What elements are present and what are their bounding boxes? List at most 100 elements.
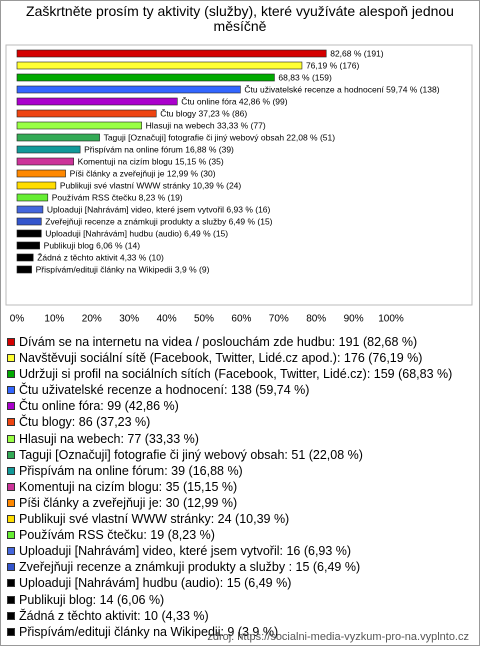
legend-label: Navštěvuji sociální sítě (Facebook, Twit…	[19, 351, 423, 366]
value-label: Publikuji své vlastní WWW stránky 10,39 …	[60, 180, 242, 190]
legend: Dívám se na internetu na videa / poslouc…	[7, 334, 467, 640]
legend-swatch	[7, 434, 15, 443]
legend-swatch	[7, 402, 15, 411]
legend-label: Žádná z těchto aktivit: 10 (4,33 %)	[19, 608, 209, 623]
value-label: Hlasuji na webech 33,33 % (77)	[146, 120, 266, 130]
legend-item: Čtu blogy: 86 (37,23 %)	[7, 414, 467, 430]
value-label: 76,19 % (176)	[306, 60, 360, 70]
legend-swatch	[7, 579, 15, 588]
x-tick-label: 0%	[10, 314, 25, 325]
legend-item: Udržuji si profil na sociálních sítích (…	[7, 366, 467, 382]
legend-label: Čtu blogy: 86 (37,23 %)	[19, 415, 151, 430]
bar	[16, 157, 74, 166]
bar	[16, 109, 157, 118]
legend-item: Zveřejňuji recenze a známkuji produkty a…	[7, 559, 467, 575]
bar	[16, 133, 100, 142]
value-label: Taguji [Označuji] fotografie či jiný web…	[104, 132, 336, 142]
value-label: Uploaduji [Nahrávám] video, které jsem v…	[47, 204, 271, 214]
x-tick-label: 40%	[157, 314, 177, 325]
legend-item: Přispívám na online fórum: 39 (16,88 %)	[7, 463, 467, 479]
legend-swatch	[7, 386, 15, 395]
value-label: Komentuji na cizím blogu 15,15 % (35)	[78, 156, 224, 166]
legend-swatch	[7, 515, 15, 524]
bar	[16, 85, 241, 94]
legend-label: Komentuji na cizím blogu: 35 (15,15 %)	[19, 479, 238, 494]
bar	[16, 169, 66, 178]
legend-item: Žádná z těchto aktivit: 10 (4,33 %)	[7, 608, 467, 624]
legend-item: Publikuji blog: 14 (6,06 %)	[7, 592, 467, 608]
legend-swatch	[7, 466, 15, 475]
legend-item: Taguji [Označuji] fotografie či jiný web…	[7, 447, 467, 463]
bar	[16, 229, 42, 238]
value-label: Čtu online fóra 42,86 % (99)	[181, 96, 287, 106]
legend-swatch	[7, 595, 15, 604]
legend-swatch	[7, 418, 15, 427]
legend-label: Hlasuji na webech: 77 (33,33 %)	[19, 431, 199, 446]
legend-label: Zveřejňuji recenze a známkuji produkty a…	[19, 560, 361, 575]
legend-swatch	[7, 354, 15, 363]
x-tick-label: 80%	[306, 314, 326, 325]
bar	[16, 265, 32, 274]
legend-swatch	[7, 482, 15, 491]
bar	[16, 73, 275, 82]
value-label: Uploaduji [Nahrávám] hudbu (audio) 6,49 …	[45, 228, 228, 238]
value-label: Píši články a zveřejňuji je 12,99 % (30)	[70, 168, 216, 178]
legend-swatch	[7, 627, 15, 636]
legend-label: Přispívám/edituji články na Wikipedii: 9…	[19, 624, 279, 639]
legend-label: Uploaduji [Nahrávám] hudbu (audio): 15 (…	[19, 576, 292, 591]
legend-swatch	[7, 531, 15, 540]
legend-item: Publikuji své vlastní WWW stránky: 24 (1…	[7, 511, 467, 527]
value-label: Publikuji blog 6,06 % (14)	[44, 240, 141, 250]
legend-swatch	[7, 450, 15, 459]
x-tick-label: 20%	[82, 314, 102, 325]
legend-item: Uploaduji [Nahrávám] hudbu (audio): 15 (…	[7, 575, 467, 591]
source: zdroj: https://socialni-media-vyzkum-pro…	[207, 631, 469, 643]
legend-item: Komentuji na cizím blogu: 35 (15,15 %)	[7, 479, 467, 495]
bar	[16, 61, 303, 70]
legend-item: Dívám se na internetu na videa / poslouc…	[7, 334, 467, 350]
bar	[16, 145, 81, 154]
x-tick-label: 90%	[344, 314, 364, 325]
legend-item: Hlasuji na webech: 77 (33,33 %)	[7, 431, 467, 447]
value-label: Čtu uživatelské recenze a hodnocení 59,7…	[244, 84, 439, 94]
legend-item: Píši články a zveřejňuji je: 30 (12,99 %…	[7, 495, 467, 511]
value-label: Přispívám na online fórum 16,88 % (39)	[84, 144, 234, 154]
bar	[16, 193, 49, 202]
bar	[16, 121, 142, 130]
legend-item: Čtu uživatelské recenze a hodnocení: 138…	[7, 382, 467, 398]
x-tick-label: 10%	[44, 314, 64, 325]
legend-swatch	[7, 498, 15, 507]
chart-title: Zaškrtněte prosím ty aktivity (služby), …	[26, 3, 454, 34]
value-label: Žádná z těchto aktivit 4,33 % (10)	[37, 252, 164, 262]
legend-label: Používám RSS čtečku: 19 (8,23 %)	[19, 528, 215, 543]
value-label: Čtu blogy 37,23 % (86)	[160, 108, 247, 118]
x-tick-label: 50%	[194, 314, 214, 325]
legend-label: Píši články a zveřejňuji je: 30 (12,99 %…	[19, 495, 238, 510]
bar	[16, 49, 327, 58]
legend-item: Uploaduji [Nahrávám] video, které jsem v…	[7, 543, 467, 559]
legend-item: Čtu online fóra: 99 (42,86 %)	[7, 398, 467, 414]
x-tick-label: 30%	[119, 314, 139, 325]
legend-label: Čtu uživatelské recenze a hodnocení: 138…	[19, 383, 310, 398]
value-label: Přispívám/edituji články na Wikipedii 3,…	[36, 264, 210, 274]
bar	[16, 241, 40, 250]
value-label: Zveřejňuji recenze a známkuji produkty a…	[45, 216, 272, 226]
legend-label: Udržuji si profil na sociálních sítích (…	[19, 367, 453, 382]
legend-label: Čtu online fóra: 99 (42,86 %)	[19, 399, 179, 414]
legend-swatch	[7, 611, 15, 620]
legend-swatch	[7, 338, 15, 346]
legend-label: Taguji [Označuji] fotografie či jiný web…	[19, 447, 363, 462]
legend-label: Publikuji blog: 14 (6,06 %)	[19, 592, 165, 607]
legend-swatch	[7, 370, 15, 379]
bar	[16, 181, 57, 190]
x-tick-label: 60%	[231, 314, 251, 325]
value-label: 82,68 % (191)	[330, 48, 384, 58]
value-label: Používám RSS čtečku 8,23 % (19)	[52, 192, 183, 202]
legend-swatch	[7, 563, 15, 572]
value-label: 68,83 % (159)	[278, 72, 332, 82]
legend-item: Přispívám/edituji články na Wikipedii: 9…	[7, 624, 467, 640]
plot: 0% 10% 20% 30% 40% 50% 60% 70% 80% 90% 100% 82,68 %…	[5, 44, 473, 325]
bar	[16, 217, 42, 226]
legend-label: Uploaduji [Nahrávám] video, které jsem v…	[19, 544, 352, 559]
